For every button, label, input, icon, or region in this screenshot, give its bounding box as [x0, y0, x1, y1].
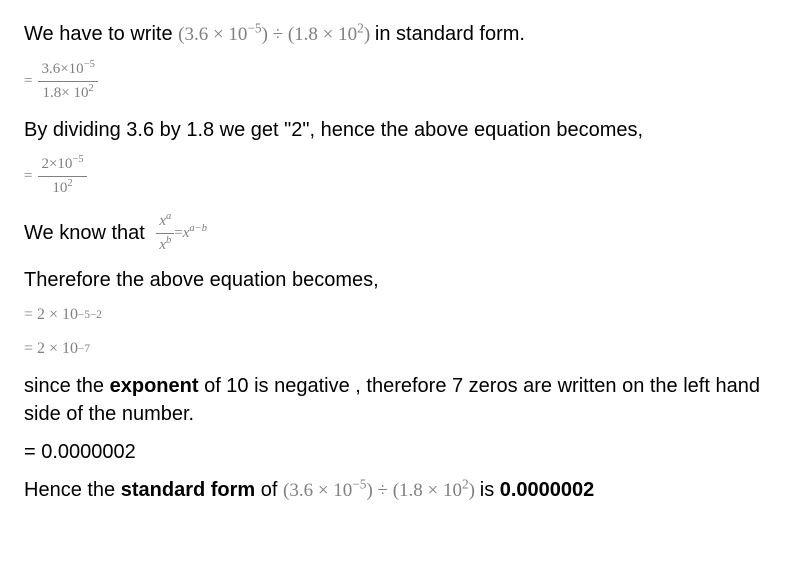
- exponent: 2: [357, 21, 364, 36]
- numerator: 2×10−5: [38, 154, 86, 177]
- exponent: 2: [67, 178, 72, 189]
- denominator: xb: [156, 234, 174, 256]
- line-6-answer: 0.0000002: [500, 479, 595, 501]
- line-2: By dividing 3.6 by 1.8 we get "2", hence…: [24, 116, 776, 144]
- fraction-2: 2×10−5 102: [38, 154, 86, 199]
- line-1-end: in standard form.: [375, 23, 525, 45]
- math-part: ): [364, 24, 375, 45]
- math-part: 10: [52, 180, 67, 196]
- line-5-pre: since the: [24, 375, 110, 397]
- exponent: −5: [72, 154, 83, 165]
- line-6-math: (3.6 × 10−5) ÷ (1.8 × 102): [283, 480, 480, 501]
- line-4: Therefore the above equation becomes,: [24, 266, 776, 294]
- exponent: 2: [89, 83, 94, 94]
- exponent: a: [166, 211, 171, 222]
- line-1: We have to write (3.6 × 10−5) ÷ (1.8 × 1…: [24, 20, 776, 49]
- line-1-math: (3.6 × 10−5) ÷ (1.8 × 102): [178, 24, 375, 45]
- equals-sign: =: [174, 223, 182, 244]
- math-part: 1.8× 10: [43, 85, 89, 101]
- equation-4: = 2 × 10−7: [24, 338, 776, 360]
- equation-1: = 3.6×10−5 1.8× 102: [24, 59, 776, 104]
- math-part: ) ÷ (1.8 × 10: [366, 480, 462, 501]
- equals-sign: =: [24, 166, 32, 187]
- math-part: (3.6 × 10: [283, 480, 352, 501]
- equation-5: = 0.0000002: [24, 438, 776, 466]
- equals-sign: =: [24, 71, 32, 92]
- math-part: = 2 × 10: [24, 304, 78, 326]
- numerator: xa: [156, 211, 174, 234]
- numerator: 3.6×10−5: [38, 59, 97, 82]
- math-part: ) ÷ (1.8 × 10: [262, 24, 358, 45]
- fraction-1: 3.6×10−5 1.8× 102: [38, 59, 97, 104]
- math-part: 2×10: [41, 156, 72, 172]
- exponent: −5: [352, 477, 366, 492]
- equation-3: = 2 × 10−5−2: [24, 304, 776, 326]
- math-part: 3.6×10: [41, 61, 83, 77]
- line-6: Hence the standard form of (3.6 × 10−5) …: [24, 476, 776, 505]
- exponent: −5: [84, 59, 95, 70]
- exponent: 2: [462, 477, 469, 492]
- line-3: We know that xa xb = xa−b: [24, 211, 776, 256]
- equation-2: = 2×10−5 102: [24, 154, 776, 199]
- denominator: 1.8× 102: [40, 82, 97, 104]
- math-part: = 2 × 10: [24, 338, 78, 360]
- fraction-3: xa xb: [156, 211, 174, 256]
- line-5: since the exponent of 10 is negative , t…: [24, 372, 776, 428]
- line-6-pre: Hence the: [24, 479, 121, 501]
- exponent: −5: [247, 21, 261, 36]
- math-part: ): [469, 480, 480, 501]
- line-1-pre: We have to write: [24, 23, 178, 45]
- denominator: 102: [49, 177, 75, 199]
- line-6-is: is: [480, 479, 500, 501]
- rhs: xa−b: [183, 223, 207, 244]
- line-6-mid: of: [255, 479, 283, 501]
- exponent: a−b: [189, 223, 207, 234]
- exponent: b: [166, 235, 171, 246]
- line-3-math: xa xb = xa−b: [150, 211, 207, 256]
- line-3-pre: We know that: [24, 221, 150, 243]
- line-6-bold: standard form: [121, 479, 255, 501]
- line-5-bold: exponent: [110, 375, 199, 397]
- math-part: (3.6 × 10: [178, 24, 247, 45]
